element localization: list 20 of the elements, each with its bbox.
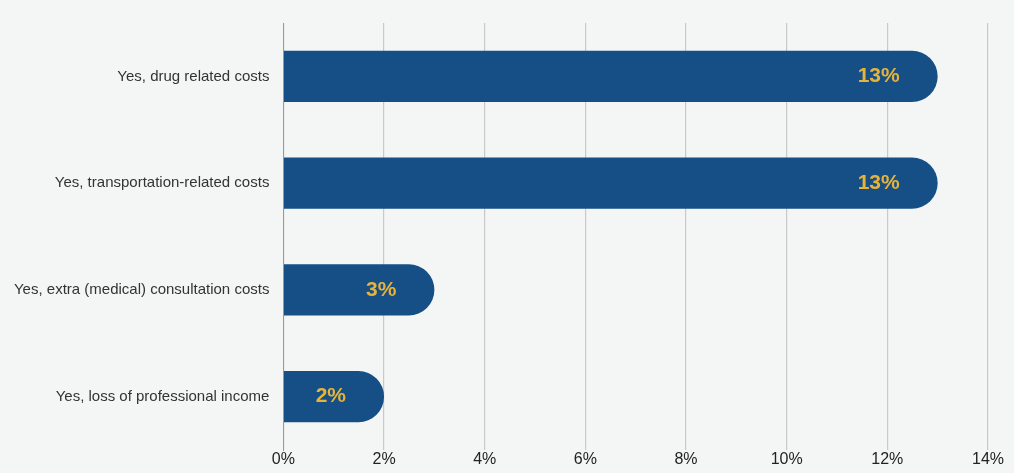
bar [284,371,385,423]
y-tick-label: Yes, drug related costs [117,66,270,84]
x-tick-label: 2% [372,450,396,468]
x-tick-label: 6% [573,450,597,468]
bar [284,50,938,102]
data-label: 3% [366,276,397,300]
data-label: 2% [315,383,347,407]
data-label: 13% [857,63,900,87]
y-tick-label: Yes, loss of professional income [55,386,270,404]
x-tick-label: 12% [871,450,904,468]
y-tick-label: Yes, transportation-related costs [54,173,270,191]
x-tick-label: 0% [271,450,295,468]
bar [284,264,435,316]
x-tick-label: 10% [770,450,803,468]
x-tick-label: 8% [674,450,698,468]
x-tick-label: 14% [971,450,1005,468]
x-tick-label: 4% [473,450,497,468]
data-label: 13% [857,169,900,193]
bar [284,157,938,209]
y-tick-label: Yes, extra (medical) consultation costs [13,280,270,298]
